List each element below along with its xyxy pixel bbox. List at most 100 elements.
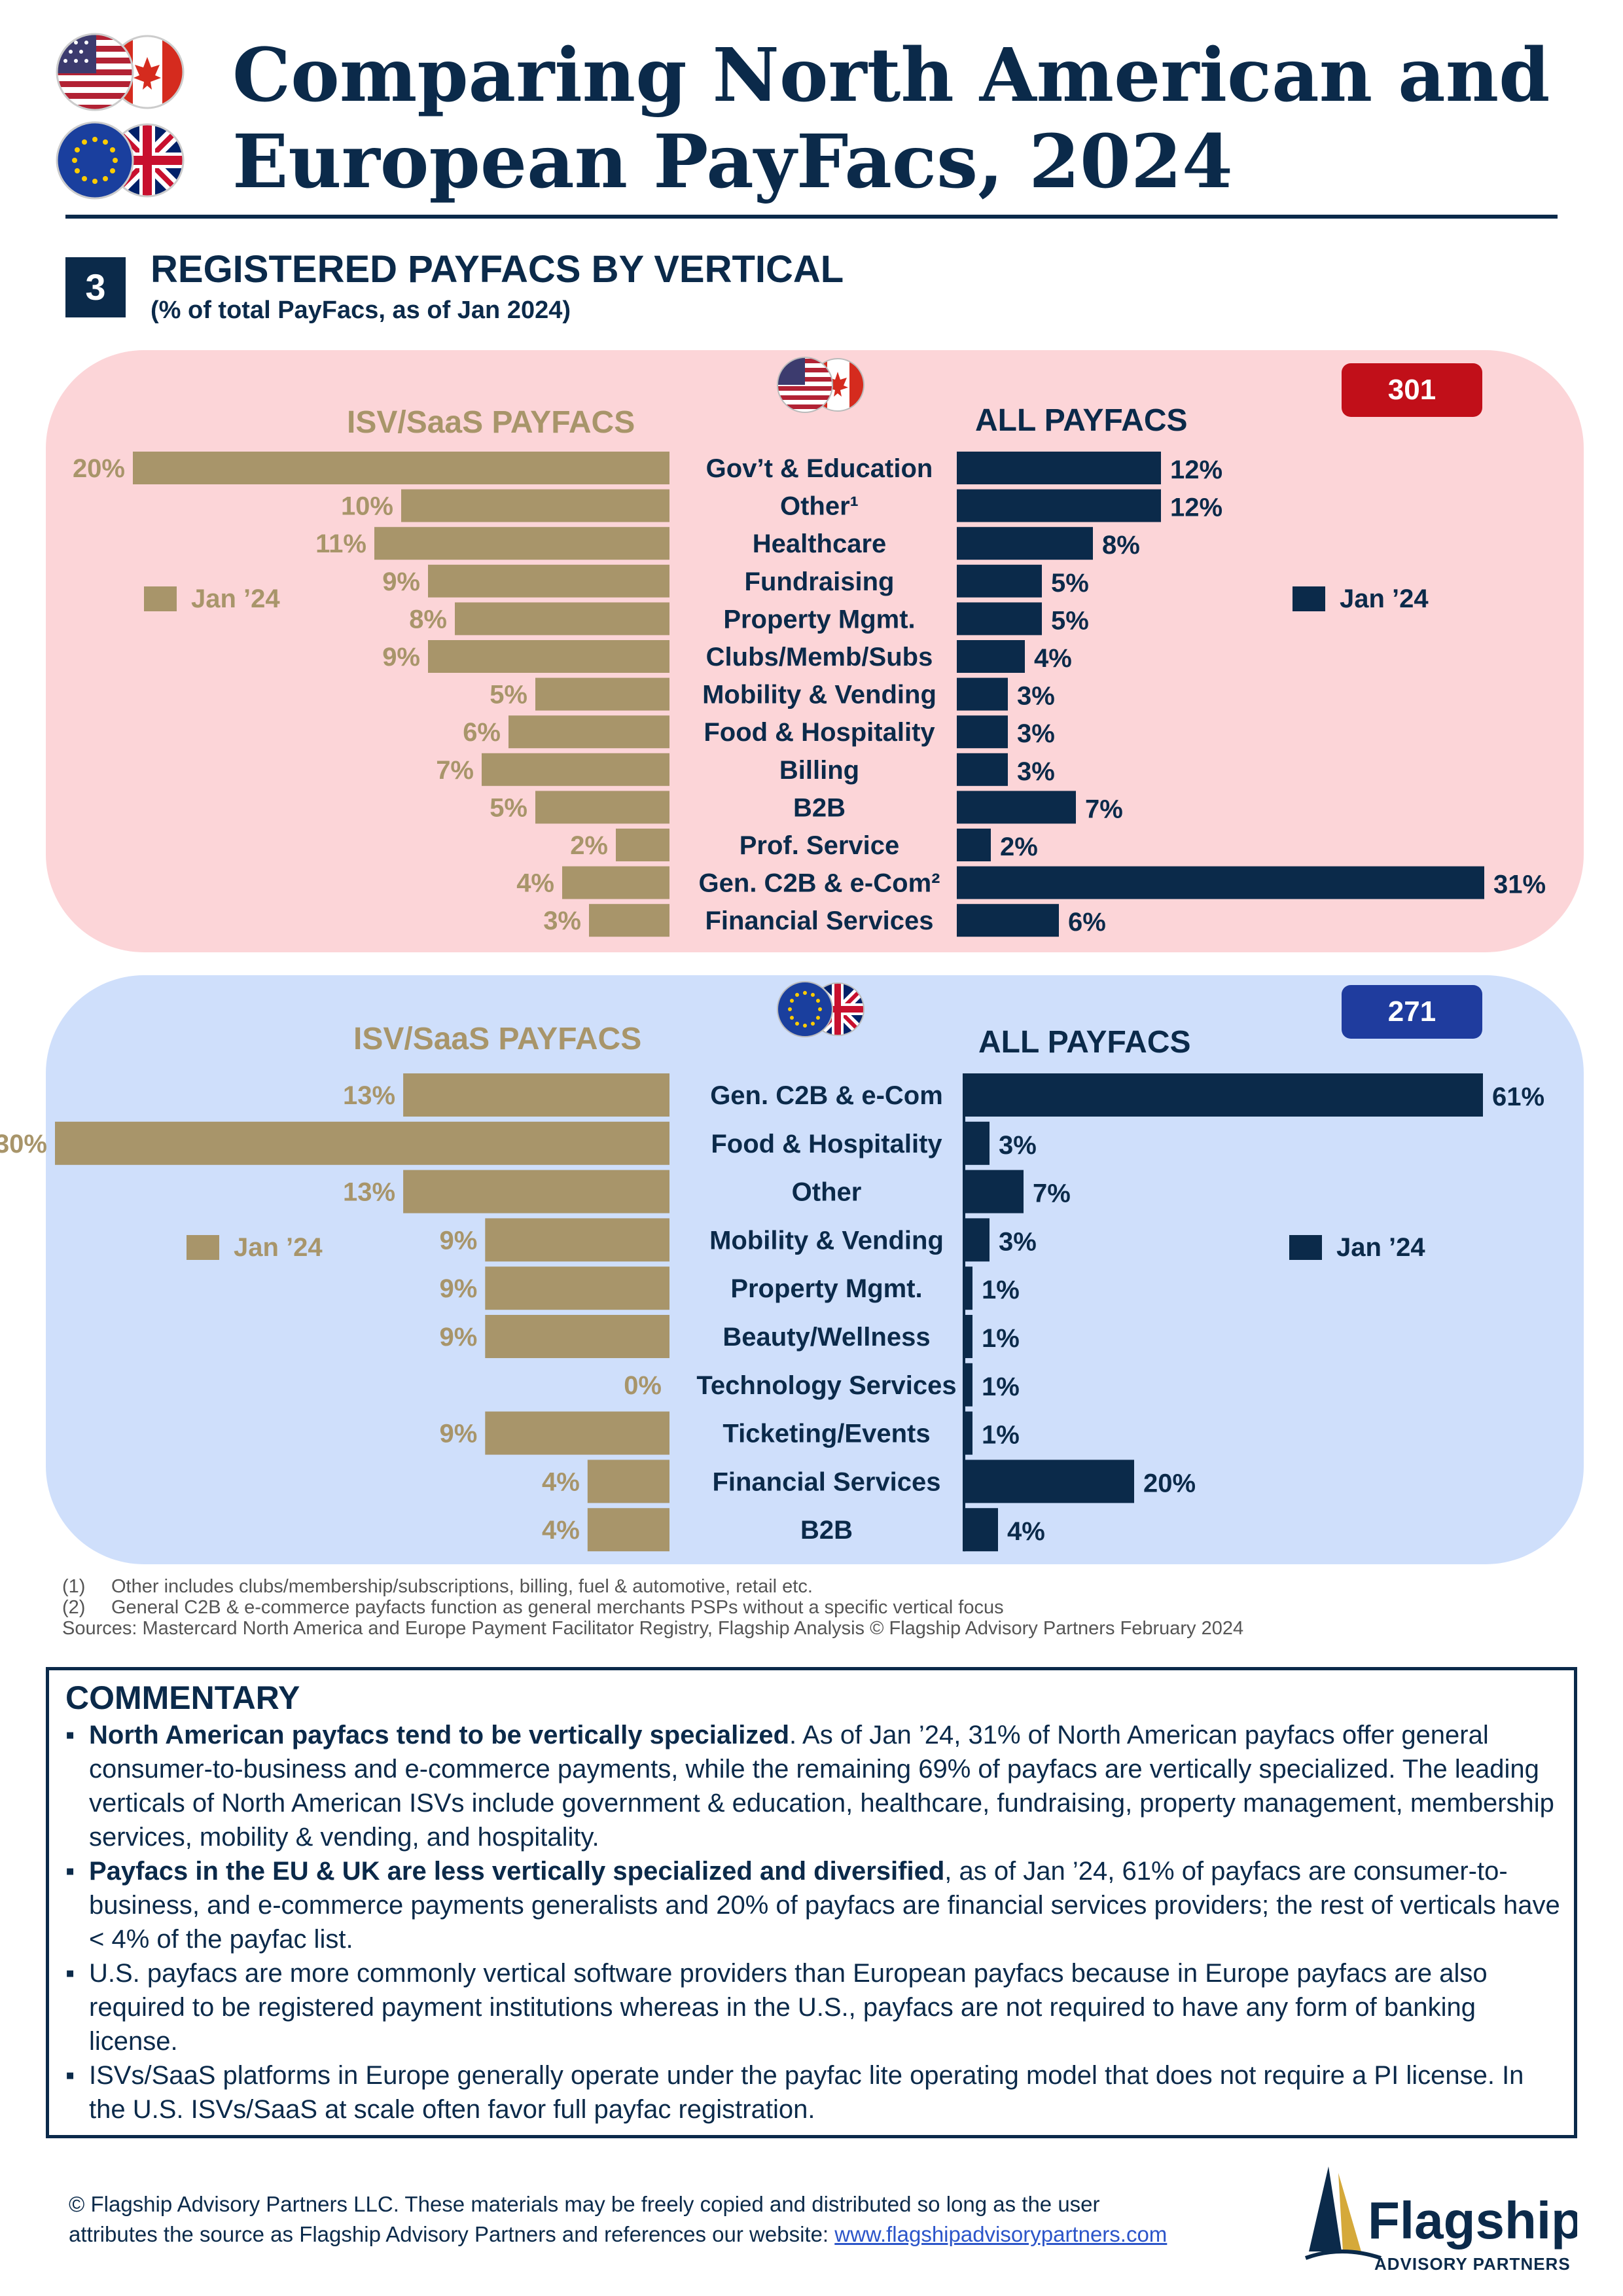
category-label-6: Technology Services [696, 1371, 956, 1400]
isv-bar-7 [508, 715, 669, 749]
all-bar-3 [964, 1218, 990, 1262]
all-bar-label-5: 1% [982, 1324, 1020, 1353]
all-bar-6 [957, 677, 1008, 711]
isv-bar-9 [535, 791, 669, 824]
isv-bar-label-3: 9% [382, 567, 420, 596]
page-title-line-1: Comparing North American and [232, 33, 1550, 118]
category-label-9: B2B [800, 1516, 853, 1545]
all-bar-7 [964, 1411, 972, 1455]
isv-bar-label-5: 9% [382, 643, 420, 672]
footnote-1: (1) Other includes clubs/membership/subsc… [62, 1576, 1243, 1597]
logo-name: Flagship [1368, 2191, 1577, 2250]
isv-bar-label-12: 3% [543, 906, 581, 935]
isv-bar-label-10: 2% [570, 831, 608, 860]
all-bar-10 [957, 829, 991, 861]
isv-bar-11 [562, 866, 669, 899]
isv-bar-label-0: 20% [73, 454, 125, 483]
isv-bar-7 [485, 1411, 669, 1455]
category-label-10: Prof. Service [740, 831, 900, 860]
commentary-bullet-2-bold: Payfacs in the EU & UK are less vertical… [89, 1857, 945, 1886]
commentary-body: North American payfacs tend to be vertic… [65, 1718, 1561, 2126]
header-flags [56, 33, 185, 200]
all-bar-5 [957, 640, 1025, 673]
title-rule [65, 215, 1558, 219]
all-bar-label-6: 3% [1017, 682, 1055, 711]
all-bar-label-0: 61% [1492, 1083, 1544, 1111]
europe-isv-legend: Jan ’24 [187, 1234, 323, 1261]
legend-swatch [1293, 586, 1325, 611]
all-bar-label-1: 3% [999, 1131, 1037, 1160]
category-label-2: Other [792, 1178, 862, 1207]
commentary-bullet-4: ISVs/SaaS platforms in Europe generally … [65, 2058, 1561, 2126]
isv-bar-label-9: 4% [542, 1516, 580, 1545]
legend-swatch [187, 1235, 219, 1260]
isv-bar-3 [485, 1218, 669, 1262]
isv-bar-8 [587, 1460, 669, 1503]
isv-bar-label-6: 5% [490, 681, 527, 709]
isv-bar-2 [374, 527, 669, 560]
page-title-line-2: European PayFacs, 2024 [232, 119, 1233, 205]
all-bar-label-7: 1% [982, 1421, 1020, 1450]
all-bar-5 [964, 1315, 972, 1358]
all-bar-label-9: 7% [1085, 795, 1123, 823]
commentary-bullet-3: U.S. payfacs are more commonly vertical … [65, 1956, 1561, 2058]
legend-swatch [1289, 1235, 1322, 1260]
all-bar-3 [957, 564, 1042, 598]
category-label-8: Billing [779, 756, 859, 785]
footnote-1-text: Other includes clubs/membership/subscrip… [111, 1576, 813, 1597]
all-bar-label-8: 20% [1143, 1469, 1196, 1498]
category-label-1: Food & Hospitality [711, 1130, 942, 1158]
all-bar-8 [964, 1460, 1134, 1503]
isv-bar-8 [482, 753, 669, 786]
category-label-1: Other¹ [780, 492, 859, 521]
isv-bar-12 [589, 904, 669, 937]
category-label-3: Fundraising [745, 567, 895, 596]
all-bar-8 [957, 753, 1008, 786]
website-link[interactable]: www.flagshipadvisorypartners.com [834, 2222, 1168, 2246]
north-america-all-legend: Jan ’24 [1293, 584, 1429, 613]
isv-bar-label-2: 11% [315, 529, 366, 558]
isv-bar-label-8: 7% [436, 756, 474, 785]
all-bar-9 [964, 1508, 998, 1552]
all-bar-label-3: 5% [1051, 569, 1089, 598]
isv-bar-label-6: 0% [624, 1371, 662, 1400]
north-america-isv-title: ISV/SaaS PAYFACS [347, 405, 635, 440]
isv-bar-0 [403, 1073, 669, 1117]
isv-bar-1 [401, 489, 669, 522]
eu-flag-icon [777, 982, 832, 1037]
legend-label: Jan ’24 [1336, 1233, 1425, 1262]
footnotes: (1) Other includes clubs/membership/subsc… [62, 1576, 1243, 1639]
all-bar-1 [957, 489, 1161, 522]
isv-bar-label-8: 4% [542, 1467, 580, 1496]
commentary-bullet-2-text: , as of Jan ’24, 61% of payfacs are cons… [89, 1857, 1560, 1954]
category-label-2: Healthcare [753, 529, 887, 558]
europe-all-legend: Jan ’24 [1289, 1233, 1425, 1262]
isv-bar-10 [616, 829, 669, 861]
isv-bar-label-4: 9% [439, 1274, 477, 1303]
eu-flag-icon [57, 122, 133, 198]
all-bar-6 [964, 1363, 972, 1407]
europe-flags [777, 981, 865, 1037]
category-label-7: Food & Hospitality [704, 718, 935, 747]
section-subtitle: (% of total PayFacs, as of Jan 2024) [151, 296, 571, 324]
page-title: Comparing North American and European Pa… [232, 33, 1574, 206]
north-america-bar-chart: 20% Gov’t & Education 12% 10% Other¹ 12% 11% He… [73, 452, 1546, 937]
europe-total-badge: 271 [1342, 985, 1482, 1039]
all-bar-label-9: 4% [1007, 1517, 1045, 1546]
footer-line-2: attributes the source as Flagship Adviso… [69, 2219, 1167, 2250]
legend-label: Jan ’24 [191, 584, 280, 613]
all-bar-label-5: 4% [1034, 644, 1072, 673]
category-label-5: Clubs/Memb/Subs [706, 643, 933, 672]
all-bar-label-7: 3% [1017, 719, 1055, 748]
isv-bar-9 [587, 1508, 669, 1552]
all-bar-11 [957, 866, 1484, 899]
category-label-11: Gen. C2B & e-Com² [699, 869, 940, 898]
all-bar-label-0: 12% [1170, 456, 1222, 484]
isv-bar-3 [428, 564, 669, 598]
north-america-total-badge: 301 [1342, 363, 1482, 417]
isv-bar-label-1: 30% [0, 1130, 47, 1158]
all-bar-9 [957, 791, 1076, 824]
legend-label: Jan ’24 [1340, 584, 1429, 613]
commentary-bullet-1: North American payfacs tend to be vertic… [65, 1718, 1561, 1854]
commentary-bullet-1-bold: North American payfacs tend to be vertic… [89, 1721, 789, 1749]
